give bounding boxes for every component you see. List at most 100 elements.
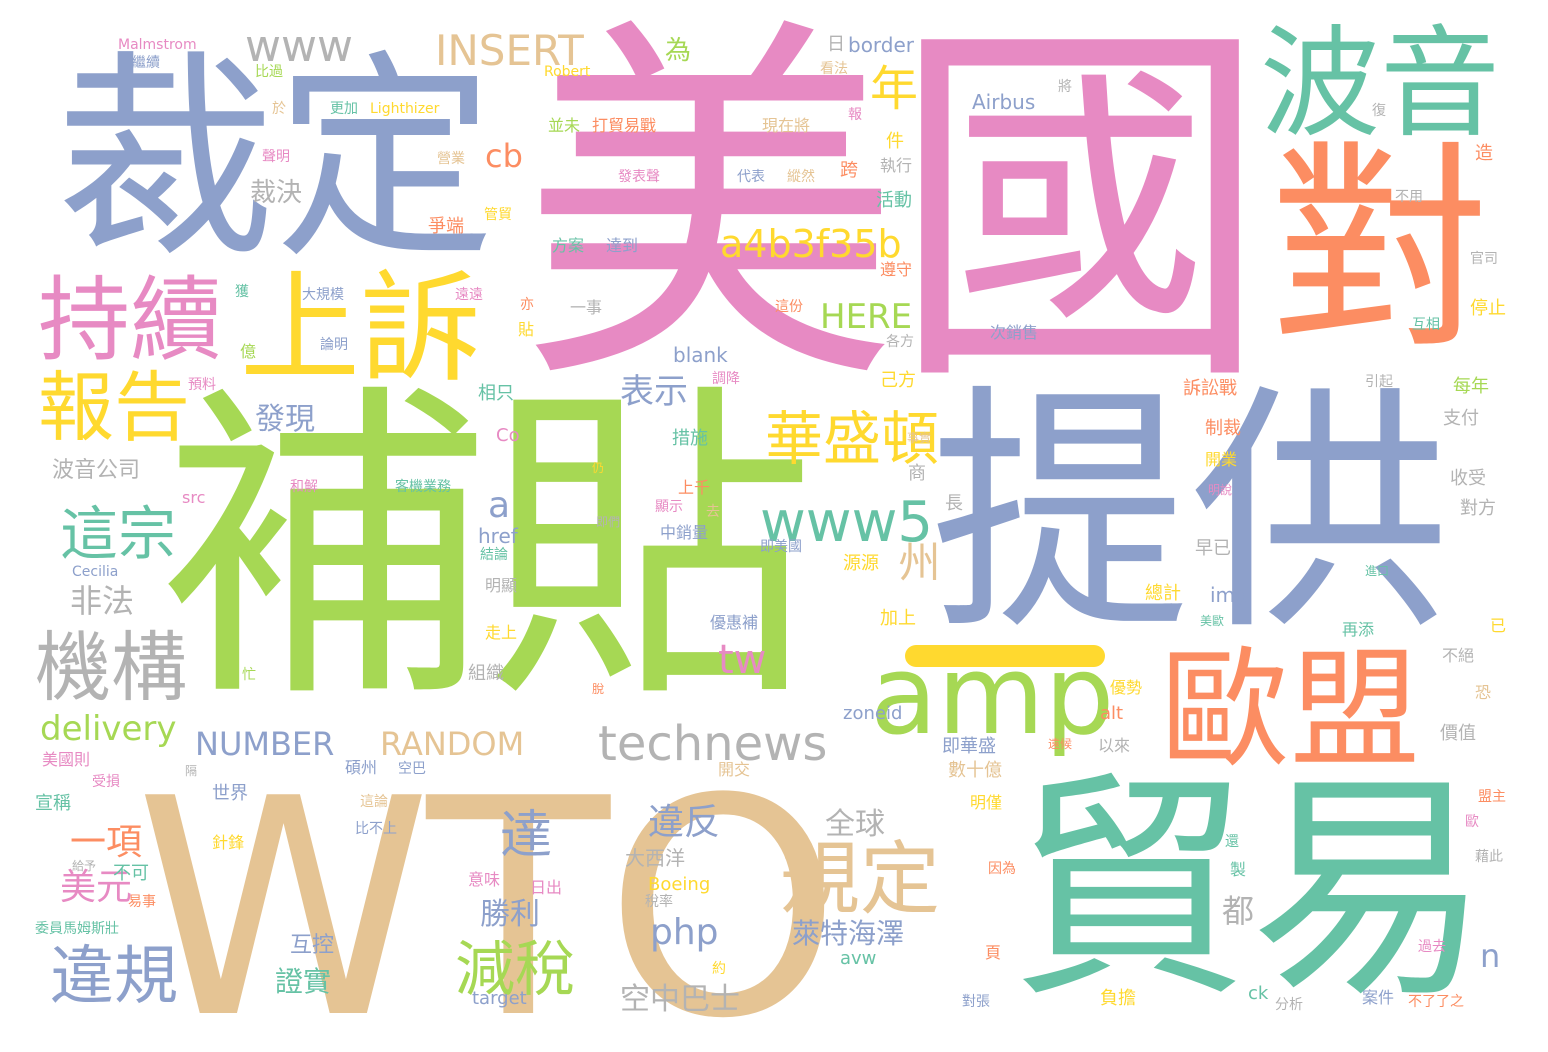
word-dui-zhang: 對張 bbox=[962, 994, 990, 1010]
word-biao-shi: 表示 bbox=[620, 372, 688, 412]
word-xian-zai-jiang: 現在將 bbox=[762, 116, 811, 135]
word-lai-te: 萊特海澤 bbox=[792, 917, 905, 950]
word-huo: 獲 bbox=[235, 284, 249, 300]
word-ri: 日 bbox=[827, 34, 845, 55]
word-img: img bbox=[1210, 583, 1248, 607]
word-chi-xu: 持續 bbox=[38, 267, 223, 374]
word-target: target bbox=[472, 988, 527, 1009]
word-lighthizer: Lighthizer bbox=[370, 101, 440, 117]
word-xian-shi: 顯示 bbox=[655, 499, 683, 515]
word-ck: ck bbox=[1248, 983, 1269, 1004]
word-zun-shou: 遵守 bbox=[880, 260, 913, 279]
word-zhong-xiao: 中銷量 bbox=[660, 523, 709, 542]
word-mang: 忙 bbox=[242, 667, 256, 683]
word-bo-yin: 波音 bbox=[1260, 15, 1500, 154]
word-boeing: Boeing bbox=[648, 874, 711, 895]
word-zheng-shi: 證實 bbox=[275, 965, 332, 998]
word-ying-ye: 營業 bbox=[437, 151, 465, 167]
word-bi-bu-shang: 比不上 bbox=[355, 821, 397, 837]
word-da-gui-mo: 大規模 bbox=[302, 287, 344, 303]
word-tie: 貼 bbox=[518, 320, 535, 339]
word-you-hui-bu: 優惠補 bbox=[710, 613, 759, 632]
word-n: n bbox=[1480, 937, 1501, 975]
word-jian-zheng: 遠候 bbox=[1048, 737, 1073, 751]
word-mao-yi: 貿易 bbox=[1010, 750, 1491, 1030]
word-mei-ou: 美歐 bbox=[1200, 614, 1225, 628]
word-dui-fang: 對方 bbox=[1460, 498, 1496, 519]
word-bing-wei: 並未 bbox=[548, 116, 581, 135]
word-zai-tian: 再添 bbox=[1342, 620, 1375, 639]
word-mei-guo-ze: 美國則 bbox=[42, 750, 91, 769]
word-shang-su: 上訴 bbox=[240, 260, 480, 399]
word-mei-nian: 每年 bbox=[1453, 376, 1489, 397]
word-kong: 恐 bbox=[1475, 683, 1492, 702]
word-insert: INSERT bbox=[435, 26, 584, 75]
word-su-song-zhan: 訴訟戰 bbox=[1183, 378, 1237, 399]
word-wei-fan: 違反 bbox=[648, 802, 721, 843]
word-mei-yuan: 美元 bbox=[60, 867, 133, 908]
word-zhe-zong: 這宗 bbox=[60, 500, 177, 568]
word-yi2: 已 bbox=[1490, 616, 1507, 635]
word-pao: 脫 bbox=[592, 682, 605, 696]
word-wei-yuan: 委員馬姆斯壯 bbox=[35, 921, 119, 937]
word-fu-mou: 仍 bbox=[592, 461, 605, 475]
word-fu-chen: 即們 bbox=[596, 515, 621, 529]
word-cuo-shi: 措施 bbox=[672, 428, 708, 449]
word-huan: 還 bbox=[1225, 834, 1239, 850]
word-a4b3f35b: a4b3f35b bbox=[720, 222, 902, 266]
word-dou: 都 bbox=[1222, 892, 1255, 930]
word-zhi-cai: 制裁 bbox=[1205, 418, 1241, 439]
word-yue: 約 bbox=[712, 961, 726, 977]
word-ming-xian: 明顯 bbox=[485, 576, 518, 595]
word-wto: WTO bbox=[135, 735, 841, 1052]
word-kai-ye: 開業 bbox=[1205, 450, 1238, 469]
word-ke-ji-ye-wu: 客機業務 bbox=[395, 479, 451, 495]
word-bo-yin-gs: 波音公司 bbox=[52, 458, 141, 483]
word-here: HERE bbox=[820, 297, 913, 337]
word-jia-shang: 加上 bbox=[880, 608, 916, 629]
word-gei-yu: 給予 bbox=[72, 859, 97, 873]
word-cai-jue: 裁決 bbox=[250, 178, 303, 208]
word-yin-wei: 因為 bbox=[988, 861, 1016, 877]
word-zhe-fen: 這份 bbox=[775, 299, 803, 315]
word-ge-fang: 各方 bbox=[886, 334, 914, 350]
word-jin-kou: 進口 bbox=[1365, 564, 1390, 578]
word-jian-shui: 減稅 bbox=[455, 935, 575, 1005]
word-ji-hua-sheng: 即華盛 bbox=[942, 736, 996, 757]
word-yin-qi: 引起 bbox=[1365, 374, 1393, 390]
word-kong-bao: 繼續 bbox=[132, 55, 160, 71]
word-jie-lun: 結論 bbox=[480, 547, 508, 563]
word-sheng-ming: 聲明 bbox=[262, 149, 290, 165]
word-bu-jue: 不絕 bbox=[1442, 646, 1475, 665]
word-you-shi: 優勢 bbox=[1110, 678, 1143, 697]
word-hu-kong: 互控 bbox=[290, 933, 335, 958]
word-chang: 長 bbox=[945, 493, 963, 514]
word-gui-ding: 規定 bbox=[780, 833, 940, 926]
word-cai-ding: 裁定 bbox=[55, 32, 496, 288]
stroke-decoration bbox=[905, 645, 1105, 667]
word-yuan-yuan2: 源源 bbox=[843, 553, 879, 574]
word-src: src bbox=[182, 488, 206, 507]
word-meng-zhu: 盟主 bbox=[1478, 789, 1506, 805]
word-kong-ba: 空巴 bbox=[398, 761, 426, 777]
word-airbus: Airbus bbox=[972, 90, 1036, 114]
word-yi-shi2: 易事 bbox=[128, 894, 156, 910]
word-ming-shuo: 明說 bbox=[1208, 483, 1233, 497]
word-he-jie: 和解 bbox=[290, 479, 318, 495]
word-tiao-jiang: 調降 bbox=[712, 371, 740, 387]
word-quan-qiu: 全球 bbox=[825, 807, 885, 842]
word-ou-meng: 歐盟 bbox=[1160, 634, 1421, 786]
word-zhou: 州 bbox=[892, 540, 941, 582]
word-www: www bbox=[245, 21, 353, 72]
word-hu-xiang: 互相 bbox=[1412, 317, 1440, 333]
word-wei-gui: 違規 bbox=[50, 940, 178, 1014]
word-guan-mao: 管貿 bbox=[484, 207, 512, 223]
word-shi-jie: 世界 bbox=[212, 783, 248, 804]
word-hu: 去 bbox=[706, 504, 720, 520]
word-number: NUMBER bbox=[195, 725, 335, 763]
word-ci-xiao-shou: 次銷售 bbox=[990, 323, 1039, 342]
word-fu: 復 bbox=[1372, 103, 1386, 119]
word-geng-jia: 更加 bbox=[330, 101, 358, 117]
word-jian: 件 bbox=[886, 131, 904, 152]
